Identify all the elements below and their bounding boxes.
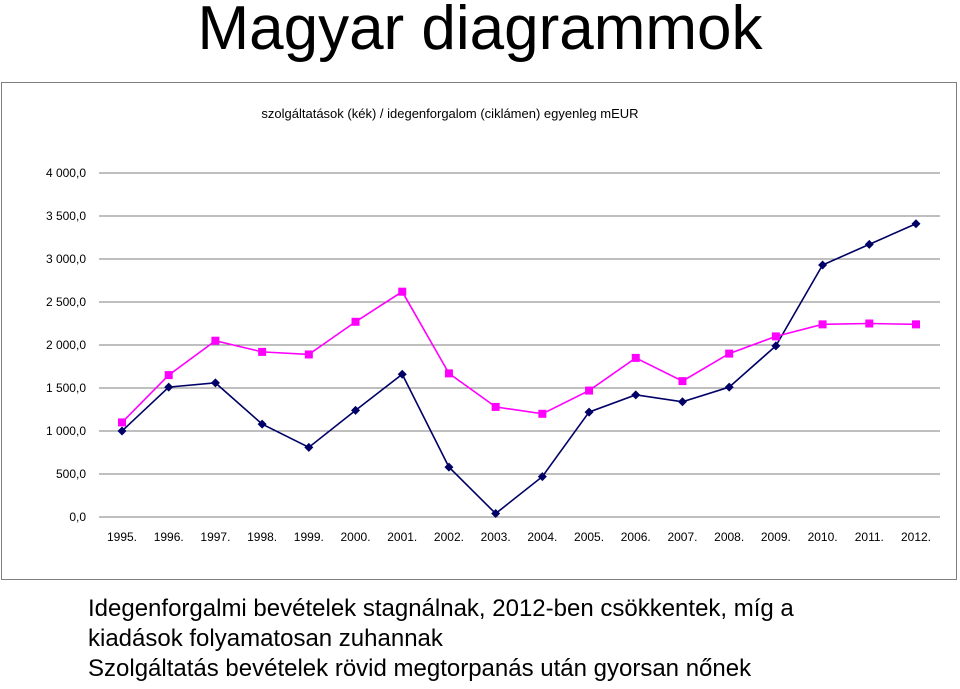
x-tick-label: 2011. <box>855 530 884 544</box>
y-axis-ticks: 0,0 500,0 1 000,0 1 500,0 2 000,0 2 500,0 3 00… <box>46 166 86 524</box>
x-tick-label: 2004. <box>527 530 557 544</box>
data-point <box>397 369 407 379</box>
x-tick-label: 2005. <box>574 530 604 544</box>
data-point <box>585 386 594 395</box>
data-point <box>118 418 126 427</box>
data-point <box>818 320 827 329</box>
caption: Idegenforgalmi bevételek stagnálnak, 201… <box>88 594 948 684</box>
data-point <box>677 397 687 407</box>
data-point <box>584 407 594 417</box>
data-point <box>538 409 547 418</box>
x-tick-label: 2012. <box>901 530 931 544</box>
data-point <box>631 353 640 362</box>
data-point <box>164 382 174 392</box>
data-point <box>724 382 734 392</box>
y-tick-label: 3 500,0 <box>46 209 86 223</box>
data-point <box>537 472 547 482</box>
y-tick-label: 1 500,0 <box>46 381 86 395</box>
data-point <box>911 219 921 229</box>
y-tick-label: 2 500,0 <box>46 295 86 309</box>
page-title: Magyar diagrammok <box>197 0 763 63</box>
line-chart: szolgáltatások (kék) / idegenforgalom (c… <box>46 106 940 544</box>
x-tick-label: 2001. <box>387 530 417 544</box>
x-axis-ticks: 1995. 1996. 1997. 1998. 1999. 2000. 2001. 2002.… <box>107 530 931 544</box>
chart-frame: szolgáltatások (kék) / idegenforgalom (c… <box>1 82 957 580</box>
y-tick-label: 3 000,0 <box>46 252 86 266</box>
data-point <box>771 341 781 351</box>
data-point <box>725 349 734 358</box>
series-line-2 <box>121 290 917 423</box>
x-tick-label: 2003. <box>481 530 511 544</box>
data-point <box>304 442 314 452</box>
data-point <box>491 402 500 411</box>
caption-line-1: Idegenforgalmi bevételek stagnálnak, 201… <box>88 595 794 622</box>
x-tick-label: 2010. <box>808 530 838 544</box>
data-point <box>398 287 407 296</box>
data-point <box>912 320 920 329</box>
data-point <box>117 426 127 436</box>
data-point <box>491 509 501 519</box>
y-tick-label: 0,0 <box>69 510 86 524</box>
gridlines <box>99 172 940 518</box>
caption-line-2: kiadások folyamatosan zuhannak <box>88 625 443 652</box>
x-tick-label: 2007. <box>667 530 697 544</box>
x-tick-label: 2006. <box>621 530 651 544</box>
data-point <box>865 319 874 328</box>
y-tick-label: 4 000,0 <box>46 166 86 180</box>
series-group <box>117 219 921 519</box>
x-tick-label: 1998. <box>247 530 277 544</box>
x-tick-label: 2009. <box>761 530 791 544</box>
x-tick-label: 1996. <box>154 530 184 544</box>
x-tick-label: 1999. <box>294 530 324 544</box>
caption-line-3: Szolgáltatás bevételek rövid megtorpanás… <box>88 655 752 682</box>
data-point <box>164 371 173 380</box>
x-tick-label: 2008. <box>714 530 744 544</box>
data-point <box>257 419 267 429</box>
data-point <box>304 350 313 359</box>
data-point <box>351 405 361 415</box>
x-tick-label: 1995. <box>107 530 137 544</box>
x-tick-label: 2002. <box>434 530 464 544</box>
data-point <box>258 347 267 356</box>
data-point <box>631 390 641 400</box>
data-point <box>444 369 453 378</box>
data-point <box>818 260 828 270</box>
data-point <box>771 332 780 341</box>
y-tick-label: 500,0 <box>56 467 86 481</box>
series-line-1 <box>121 223 917 515</box>
y-tick-label: 2 000,0 <box>46 338 86 352</box>
data-point <box>444 462 454 472</box>
data-point <box>351 317 360 326</box>
x-tick-label: 1997. <box>200 530 230 544</box>
x-tick-label: 2000. <box>341 530 371 544</box>
data-point <box>678 377 687 386</box>
y-tick-label: 1 000,0 <box>46 424 86 438</box>
chart-title: szolgáltatások (kék) / idegenforgalom (c… <box>261 106 638 121</box>
data-point <box>210 378 220 388</box>
data-point <box>864 239 874 249</box>
data-point <box>211 336 220 345</box>
